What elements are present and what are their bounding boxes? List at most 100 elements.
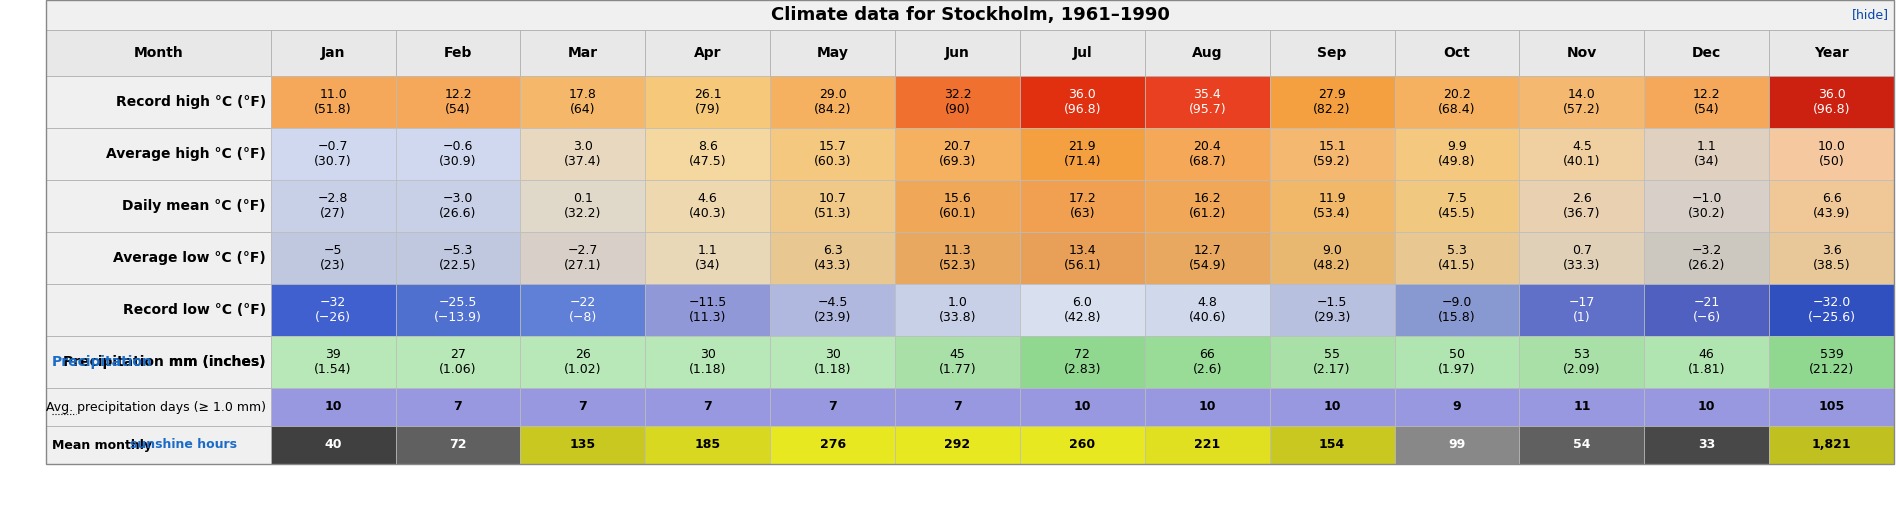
Bar (895, 76, 1020, 128)
Text: −1.5
(29.3): −1.5 (29.3) (1314, 295, 1350, 325)
Text: 135: 135 (571, 438, 595, 452)
Text: Aug: Aug (1193, 46, 1223, 60)
Bar (520, 284, 645, 336)
Text: 221: 221 (1194, 438, 1221, 452)
Text: 15.7
(60.3): 15.7 (60.3) (813, 139, 851, 169)
Text: Precipitation mm (inches): Precipitation mm (inches) (63, 355, 265, 369)
Bar (520, 76, 645, 128)
Bar (1395, 388, 1519, 426)
Text: 9.0
(48.2): 9.0 (48.2) (1314, 244, 1350, 272)
Text: 6.0
(42.8): 6.0 (42.8) (1064, 295, 1102, 325)
Bar (770, 426, 895, 464)
Text: 10.7
(51.3): 10.7 (51.3) (813, 192, 851, 220)
Bar (46, 284, 271, 336)
Bar (1519, 30, 1644, 76)
Bar (1270, 388, 1395, 426)
Bar (1644, 76, 1769, 128)
Text: 13.4
(56.1): 13.4 (56.1) (1064, 244, 1102, 272)
Bar (1270, 426, 1395, 464)
Text: Sep: Sep (1318, 46, 1346, 60)
Bar (1270, 128, 1395, 180)
Text: 36.0
(96.8): 36.0 (96.8) (1813, 87, 1850, 117)
Bar (1145, 128, 1270, 180)
Bar (1020, 426, 1145, 464)
Text: 12.2
(54): 12.2 (54) (444, 87, 472, 117)
Text: −0.6
(30.9): −0.6 (30.9) (440, 139, 476, 169)
Text: 17.8
(64): 17.8 (64) (569, 87, 597, 117)
Text: −1.0
(30.2): −1.0 (30.2) (1687, 192, 1725, 220)
Bar (271, 128, 396, 180)
Text: −17
(1): −17 (1) (1568, 295, 1595, 325)
Text: 39
(1.54): 39 (1.54) (315, 347, 353, 377)
Bar (1145, 30, 1270, 76)
Bar (271, 30, 396, 76)
Text: −11.5
(11.3): −11.5 (11.3) (688, 295, 726, 325)
Bar (1644, 336, 1769, 388)
Bar (1519, 426, 1644, 464)
Bar (1145, 180, 1270, 232)
Text: 1,821: 1,821 (1813, 438, 1850, 452)
Text: 7: 7 (954, 401, 961, 413)
Bar (271, 180, 396, 232)
Bar (770, 284, 895, 336)
Bar (271, 388, 396, 426)
Bar (1519, 336, 1644, 388)
Text: −32
(−26): −32 (−26) (315, 295, 351, 325)
Text: Nov: Nov (1566, 46, 1596, 60)
Text: 53
(2.09): 53 (2.09) (1562, 347, 1600, 377)
Bar (46, 128, 271, 180)
Text: 11.9
(53.4): 11.9 (53.4) (1314, 192, 1350, 220)
Text: −2.8
(27): −2.8 (27) (319, 192, 349, 220)
Bar (396, 30, 520, 76)
Bar (1395, 30, 1519, 76)
Bar (1145, 426, 1270, 464)
Bar (645, 232, 770, 284)
Text: 46
(1.81): 46 (1.81) (1687, 347, 1725, 377)
Text: 21.9
(71.4): 21.9 (71.4) (1064, 139, 1102, 169)
Bar (895, 128, 1020, 180)
Text: −22
(−8): −22 (−8) (569, 295, 597, 325)
Bar (895, 180, 1020, 232)
Text: 66
(2.6): 66 (2.6) (1193, 347, 1223, 377)
Bar (1395, 128, 1519, 180)
Bar (895, 426, 1020, 464)
Bar (396, 180, 520, 232)
Text: 1.0
(33.8): 1.0 (33.8) (939, 295, 976, 325)
Text: 1.1
(34): 1.1 (34) (1693, 139, 1720, 169)
Bar (1644, 426, 1769, 464)
Text: 10: 10 (1699, 401, 1716, 413)
Bar (1020, 388, 1145, 426)
Bar (895, 284, 1020, 336)
Bar (1395, 336, 1519, 388)
Text: May: May (817, 46, 849, 60)
Text: −3.0
(26.6): −3.0 (26.6) (440, 192, 476, 220)
Text: Average high °C (°F): Average high °C (°F) (106, 147, 265, 161)
Text: 7: 7 (453, 401, 463, 413)
Text: Climate data for Stockholm, 1961–1990: Climate data for Stockholm, 1961–1990 (770, 6, 1170, 24)
Bar (645, 284, 770, 336)
Bar (46, 76, 271, 128)
Bar (1644, 284, 1769, 336)
Bar (1395, 426, 1519, 464)
Bar (46, 388, 271, 426)
Text: 10: 10 (1323, 401, 1340, 413)
Bar (1145, 76, 1270, 128)
Text: 20.7
(69.3): 20.7 (69.3) (939, 139, 976, 169)
Text: 8.6
(47.5): 8.6 (47.5) (688, 139, 726, 169)
Text: −5.3
(22.5): −5.3 (22.5) (440, 244, 476, 272)
Bar (1769, 30, 1894, 76)
Bar (46, 232, 271, 284)
Bar (770, 336, 895, 388)
Text: mm (inches): mm (inches) (165, 355, 265, 369)
Text: Mar: Mar (567, 46, 597, 60)
Bar (520, 426, 645, 464)
Text: 292: 292 (944, 438, 971, 452)
Text: 3.6
(38.5): 3.6 (38.5) (1813, 244, 1850, 272)
Bar (520, 128, 645, 180)
Bar (1769, 128, 1894, 180)
Bar (1519, 76, 1644, 128)
Bar (46, 180, 271, 232)
Bar (271, 232, 396, 284)
Bar (520, 388, 645, 426)
Text: 0.1
(32.2): 0.1 (32.2) (565, 192, 601, 220)
